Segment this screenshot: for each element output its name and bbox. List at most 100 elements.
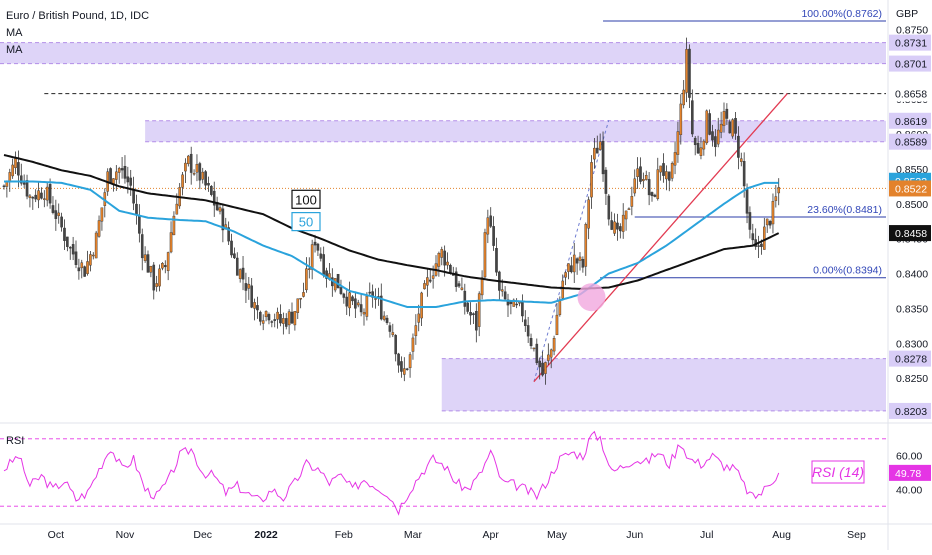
- candle: [538, 360, 541, 368]
- candle: [149, 266, 153, 273]
- candle: [526, 325, 530, 337]
- candle: [305, 268, 308, 291]
- candle: [604, 169, 608, 194]
- candle: [518, 302, 521, 304]
- zone-price-label-bg: [889, 350, 931, 367]
- candle: [66, 236, 69, 247]
- candle: [120, 168, 124, 171]
- candle: [382, 315, 386, 320]
- candle: [189, 153, 193, 173]
- ma50-label-box: [291, 212, 321, 232]
- candle: [388, 325, 392, 332]
- zone-price-label: 0.8701: [895, 59, 927, 71]
- fibonacci-level-label: 100.00%(0.8762): [801, 8, 882, 20]
- candle: [244, 283, 248, 291]
- candle: [51, 205, 55, 213]
- ma100-price-label-bg: [889, 225, 931, 242]
- candle: [757, 245, 760, 247]
- candle: [431, 275, 435, 279]
- price-tick-label: 0.8400: [896, 269, 928, 281]
- candle: [702, 140, 706, 150]
- rising-trendline: [533, 93, 788, 383]
- candle: [716, 129, 720, 145]
- resistance-price-label-bg: [889, 85, 931, 102]
- candle: [521, 301, 524, 317]
- candle: [408, 354, 412, 369]
- candle: [547, 354, 550, 361]
- candle: [515, 303, 518, 306]
- rsi-legend-box: [811, 460, 865, 484]
- last-price-label-bg: [889, 180, 931, 197]
- candle: [667, 171, 671, 181]
- crossover-highlight: [577, 283, 606, 312]
- candle: [719, 123, 723, 133]
- candle: [595, 147, 599, 154]
- candle: [241, 267, 245, 280]
- candle: [624, 210, 628, 220]
- candle: [293, 311, 297, 326]
- candle: [659, 165, 662, 173]
- candle: [489, 215, 493, 227]
- zone-price-label-bg: [889, 112, 931, 129]
- time-tick-label: Feb: [335, 529, 353, 541]
- candle: [351, 296, 354, 302]
- candle: [221, 208, 225, 231]
- candle: [492, 226, 495, 246]
- indicator-label-ma-1[interactable]: MA: [6, 27, 23, 39]
- candle: [60, 216, 63, 228]
- candle: [74, 251, 78, 266]
- candle: [166, 252, 170, 272]
- candle: [261, 320, 265, 324]
- candle: [140, 234, 144, 259]
- support-resistance-zone: [145, 120, 886, 142]
- candle: [639, 166, 642, 182]
- candle: [91, 254, 95, 257]
- candle: [250, 285, 253, 308]
- candle: [117, 168, 121, 173]
- price-tick-label: 0.8500: [896, 199, 928, 211]
- candle: [348, 292, 351, 309]
- candle: [284, 318, 288, 327]
- candle: [161, 263, 164, 269]
- candle: [169, 232, 173, 253]
- zone-price-label-bg: [889, 402, 931, 419]
- candle: [14, 158, 17, 169]
- candle: [426, 277, 429, 286]
- chart-title: Euro / British Pound, 1D, IDC: [6, 10, 150, 22]
- rsi-title: RSI: [6, 435, 24, 447]
- candle: [630, 196, 634, 207]
- candle: [109, 168, 112, 183]
- candle: [428, 279, 432, 282]
- price-tick-label: 0.8300: [896, 338, 928, 350]
- time-tick-label: Mar: [404, 529, 423, 541]
- candle: [454, 271, 458, 287]
- candle: [368, 291, 372, 294]
- candle: [688, 48, 691, 98]
- candle: [472, 313, 475, 316]
- candle: [621, 214, 625, 232]
- candle: [647, 179, 651, 196]
- candle: [593, 147, 596, 160]
- candle: [463, 290, 467, 307]
- candle: [71, 244, 75, 255]
- candle: [345, 296, 349, 307]
- candle: [696, 142, 700, 154]
- time-tick-label: Oct: [48, 529, 64, 541]
- ma50-label: 50: [299, 215, 313, 230]
- indicator-label-ma-2[interactable]: MA: [6, 44, 23, 56]
- candle: [385, 317, 389, 323]
- candle: [2, 185, 6, 188]
- zone-price-label: 0.8731: [895, 38, 927, 50]
- candle: [218, 207, 222, 212]
- candle: [163, 265, 167, 268]
- candle: [333, 278, 337, 291]
- candle: [270, 321, 274, 323]
- candle: [564, 272, 567, 278]
- candle: [302, 292, 305, 297]
- candle: [43, 198, 46, 200]
- candle: [34, 194, 37, 200]
- candle: [469, 312, 472, 316]
- candle: [296, 298, 300, 313]
